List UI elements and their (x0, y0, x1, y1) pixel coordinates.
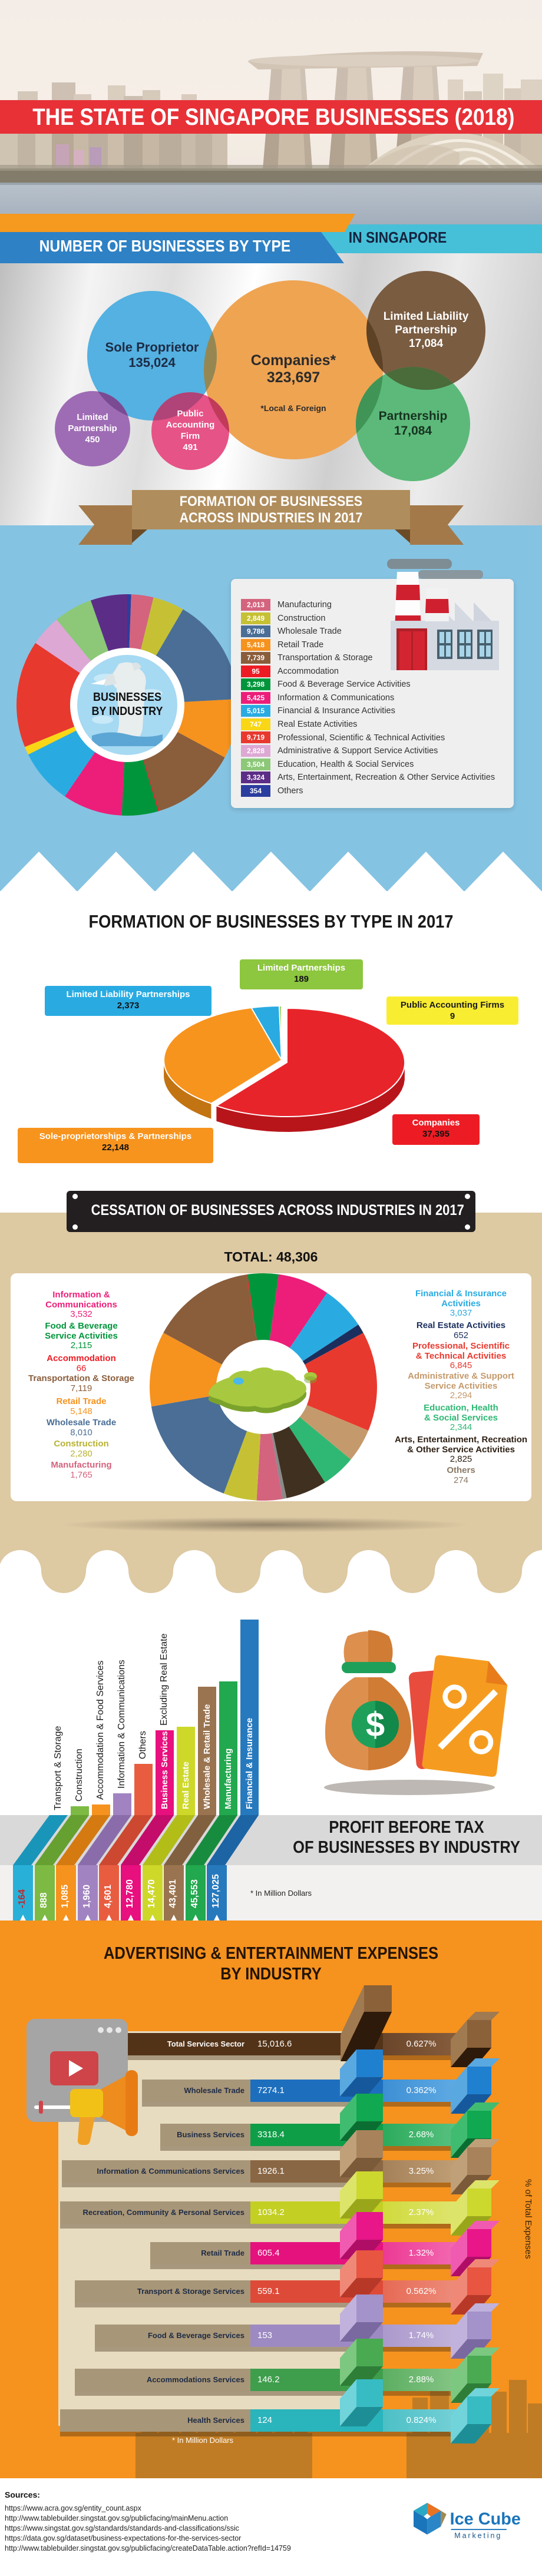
svg-text:Marketing: Marketing (454, 2531, 502, 2539)
svg-text:$: $ (366, 1706, 385, 1744)
svg-text:Ice Cube: Ice Cube (450, 2509, 521, 2528)
